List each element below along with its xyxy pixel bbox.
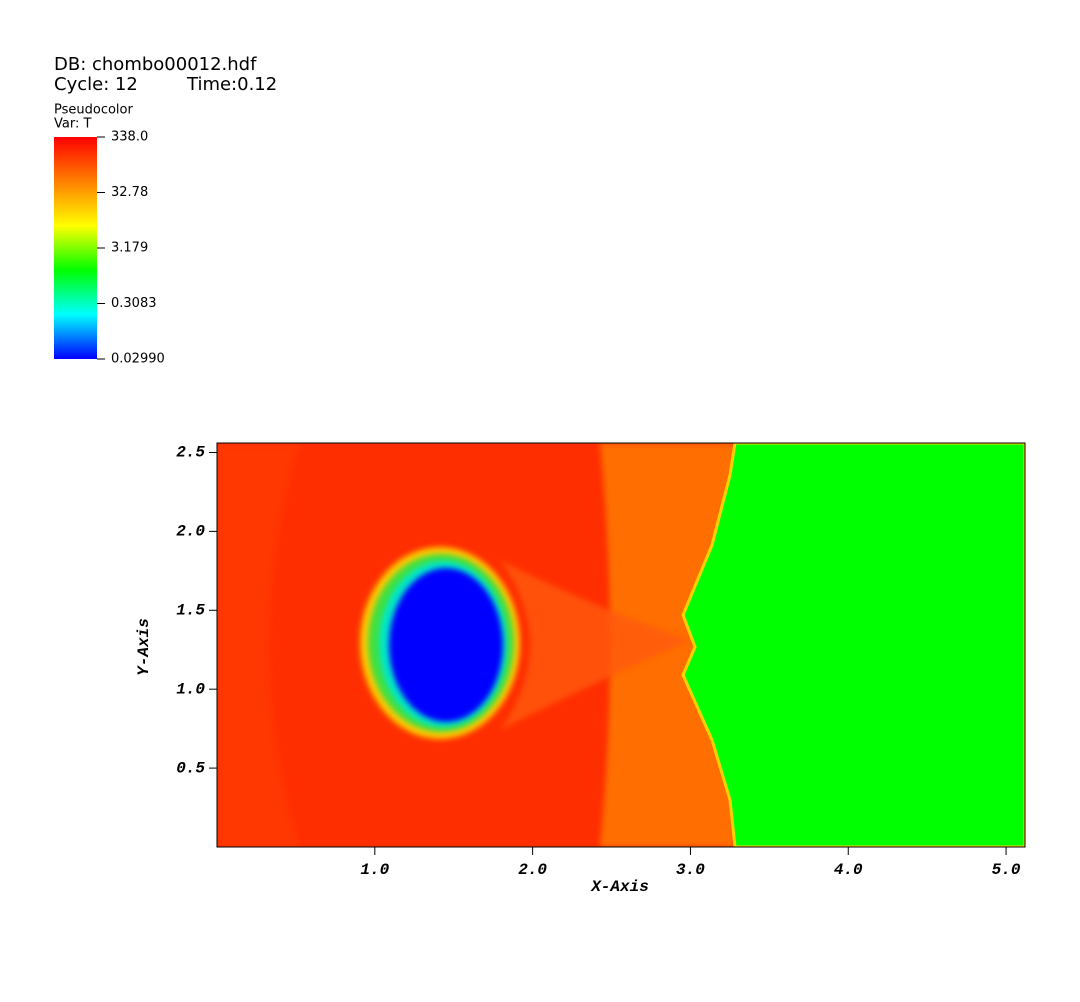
y-tick-label: 1.0 [176,680,205,698]
colorbar [54,137,97,359]
x-axis-title: X-Axis [590,878,649,896]
x-tick-label: 4.0 [834,861,863,879]
database-label: DB: chombo00012.hdf [54,54,257,75]
colorbar-tick-label: 0.02990 [111,352,165,367]
y-tick-label: 2.0 [176,523,205,541]
x-tick-label: 2.0 [518,861,547,879]
y-tick-label: 1.5 [176,602,205,620]
x-tick-label: 1.0 [360,861,389,879]
field [217,443,1025,847]
colorbar-tick-label: 338.0 [111,130,148,145]
plot-frame [216,442,1026,848]
variable-label: Var: T [54,117,91,132]
x-tick-label: 3.0 [676,861,705,879]
y-tick-label: 2.5 [176,444,205,462]
plot-name: Pseudocolor [54,103,133,118]
colorbar-tick-label: 0.3083 [111,296,157,311]
colorbar-tick-label: 32.78 [111,185,148,200]
time-label: Time:0.12 [186,74,277,95]
cycle-label: Cycle: 12 [54,74,138,95]
y-tick-label: 0.5 [176,759,205,777]
x-tick-label: 5.0 [992,861,1021,879]
y-axis-title: Y-Axis [135,618,153,676]
colorbar-tick-label: 3.179 [111,241,148,256]
